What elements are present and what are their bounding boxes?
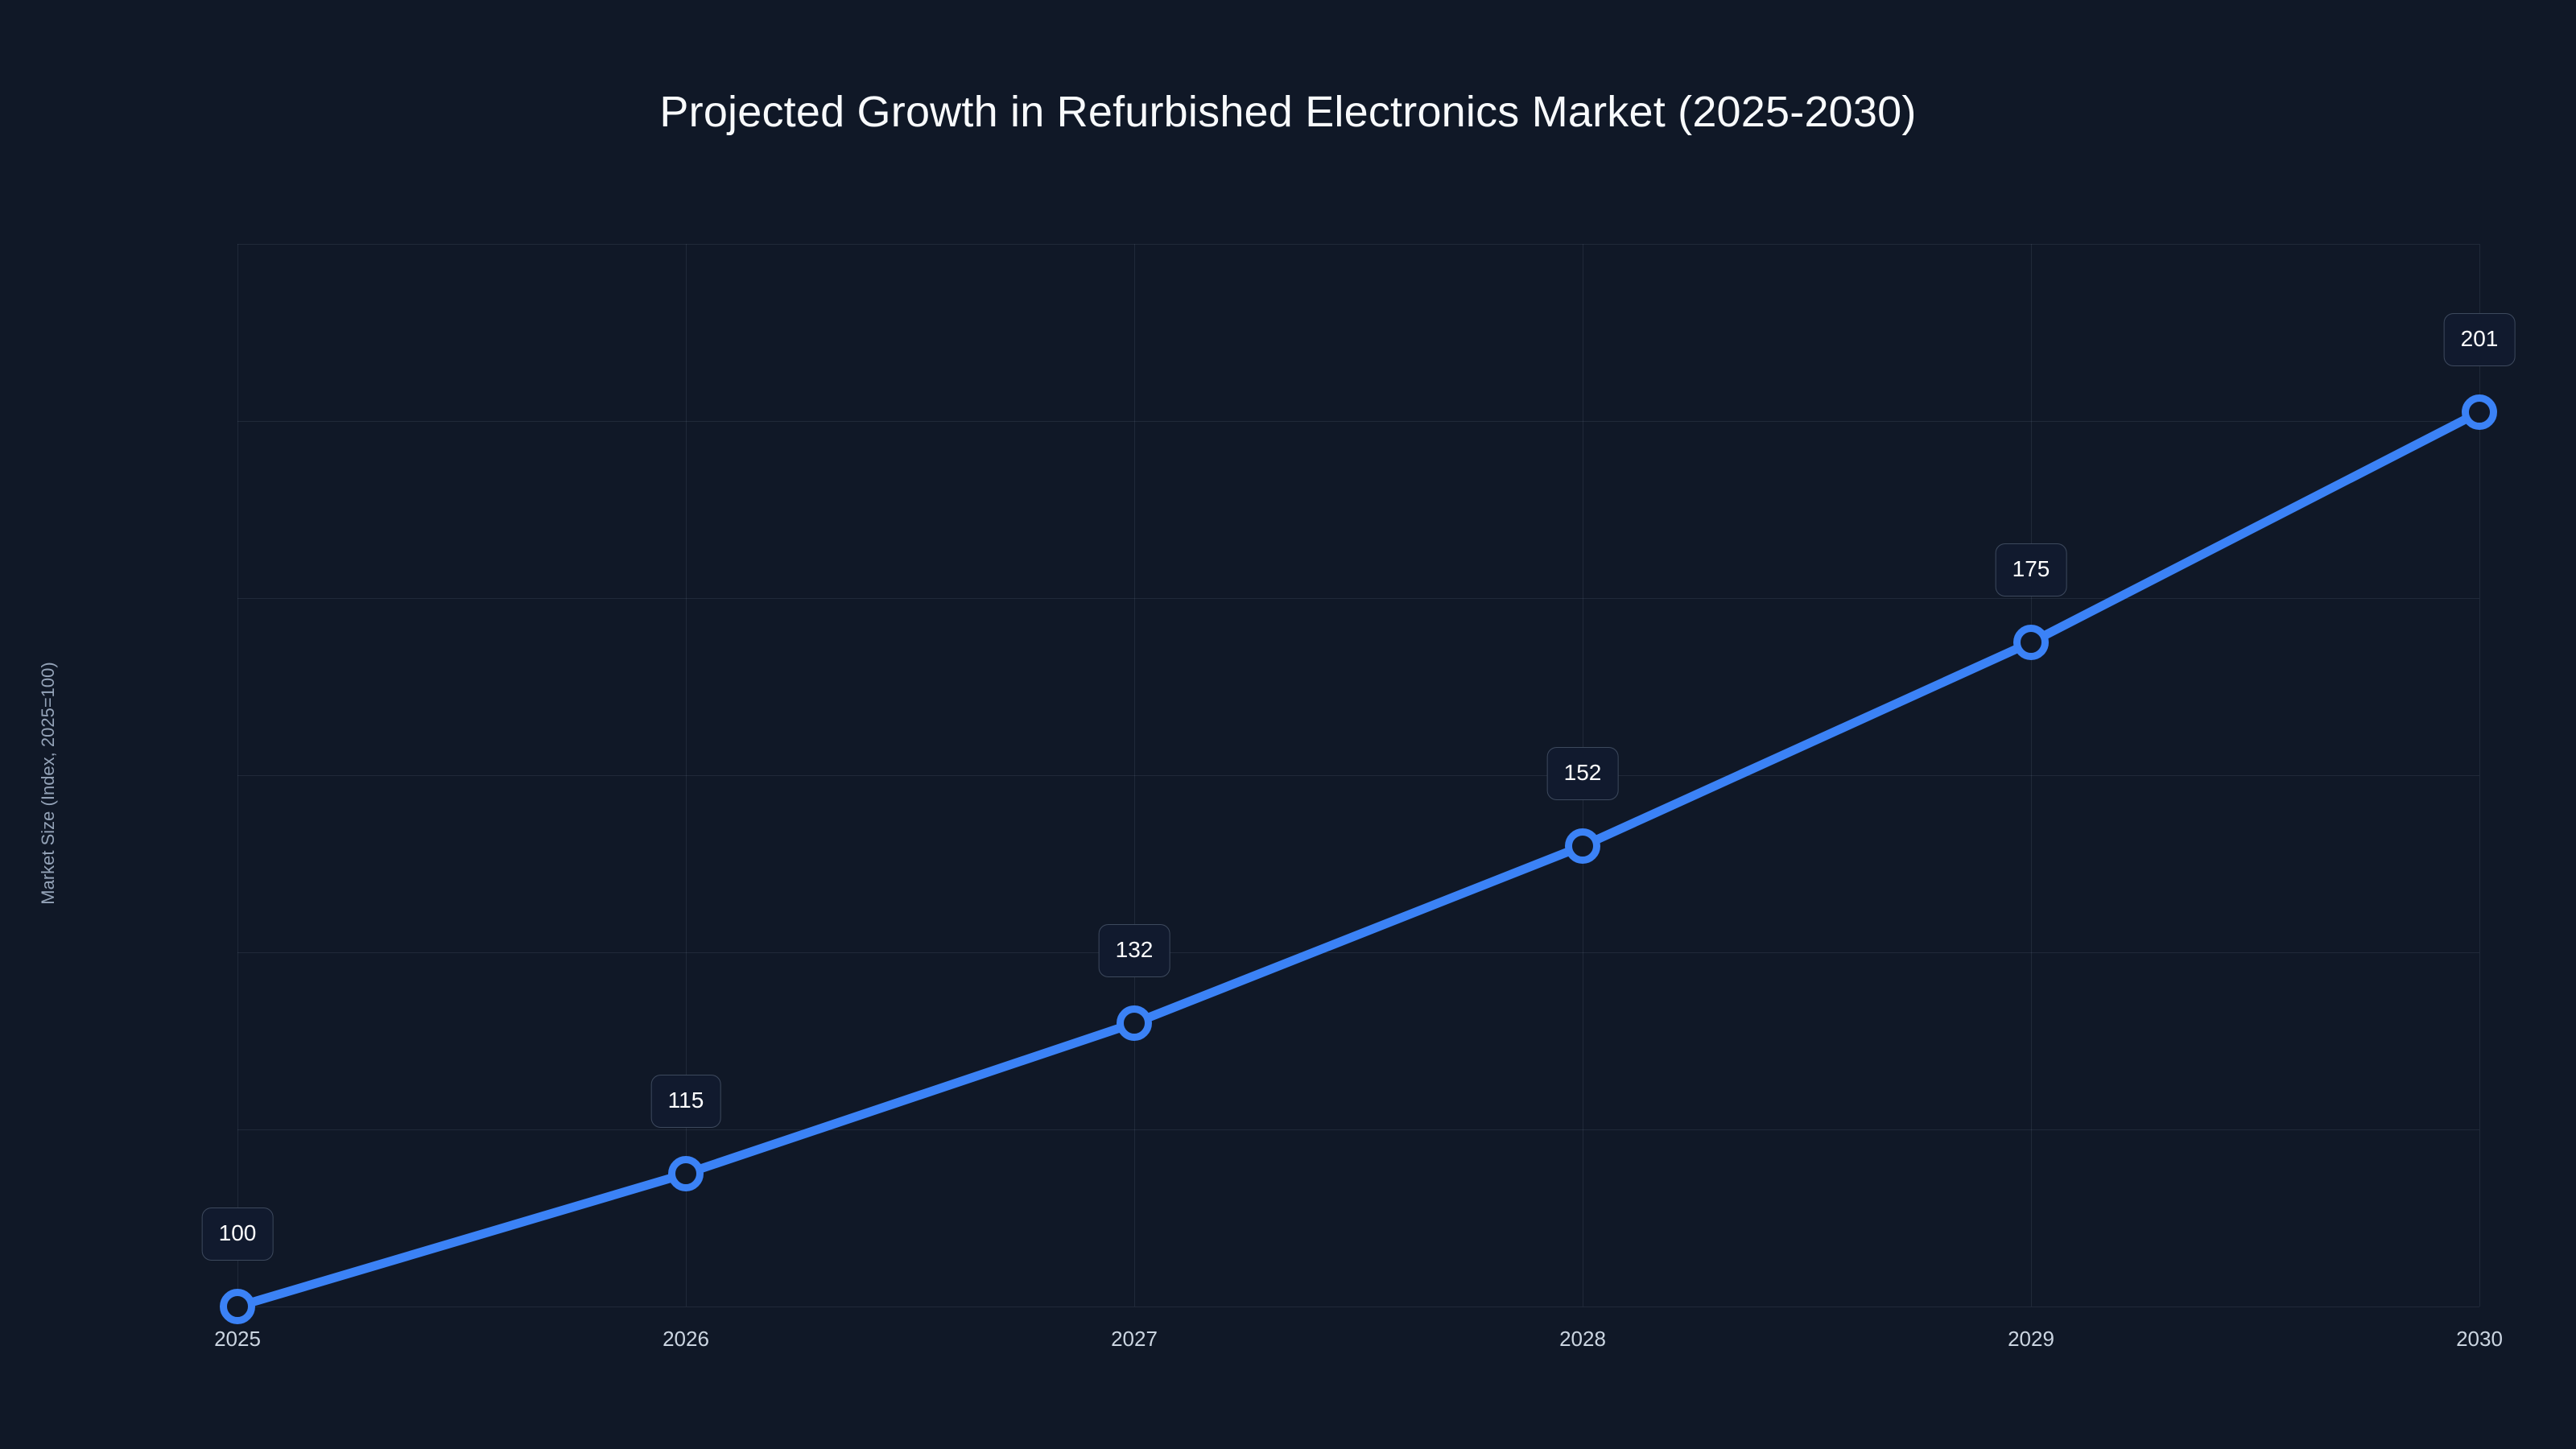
data-point-marker[interactable] [220,1289,255,1324]
gridline-vertical [2031,244,2032,1307]
gridline-vertical [237,244,238,1307]
data-point-marker[interactable] [1565,828,1600,864]
gridline-horizontal [237,952,2479,953]
data-point-label: 100 [201,1208,274,1261]
data-point-label: 175 [1995,543,2067,597]
x-axis-tick-label: 2028 [1559,1327,1606,1351]
y-axis-title: Market Size (Index, 2025=100) [38,662,58,905]
gridline-vertical [1134,244,1135,1307]
gridline-horizontal [237,775,2479,776]
plot-area [237,244,2480,1307]
gridline-vertical [686,244,687,1307]
gridline-horizontal [237,1129,2479,1130]
data-point-marker[interactable] [2013,625,2049,660]
data-point-marker[interactable] [1117,1005,1152,1041]
gridline-horizontal [237,421,2479,422]
x-axis-tick-label: 2030 [2456,1327,2503,1351]
data-point-label: 132 [1098,924,1170,977]
data-point-marker[interactable] [668,1156,704,1191]
data-point-label: 152 [1546,747,1619,800]
chart-title: Projected Growth in Refurbished Electron… [659,88,1917,136]
x-axis-tick-label: 2026 [663,1327,709,1351]
x-axis-tick-label: 2025 [214,1327,261,1351]
x-axis-tick-label: 2029 [2008,1327,2054,1351]
data-point-label: 115 [650,1075,721,1128]
gridline-horizontal [237,244,2479,245]
data-point-marker[interactable] [2462,394,2497,430]
gridline-horizontal [237,598,2479,599]
x-axis-tick-label: 2027 [1111,1327,1158,1351]
data-point-label: 201 [2443,313,2516,366]
